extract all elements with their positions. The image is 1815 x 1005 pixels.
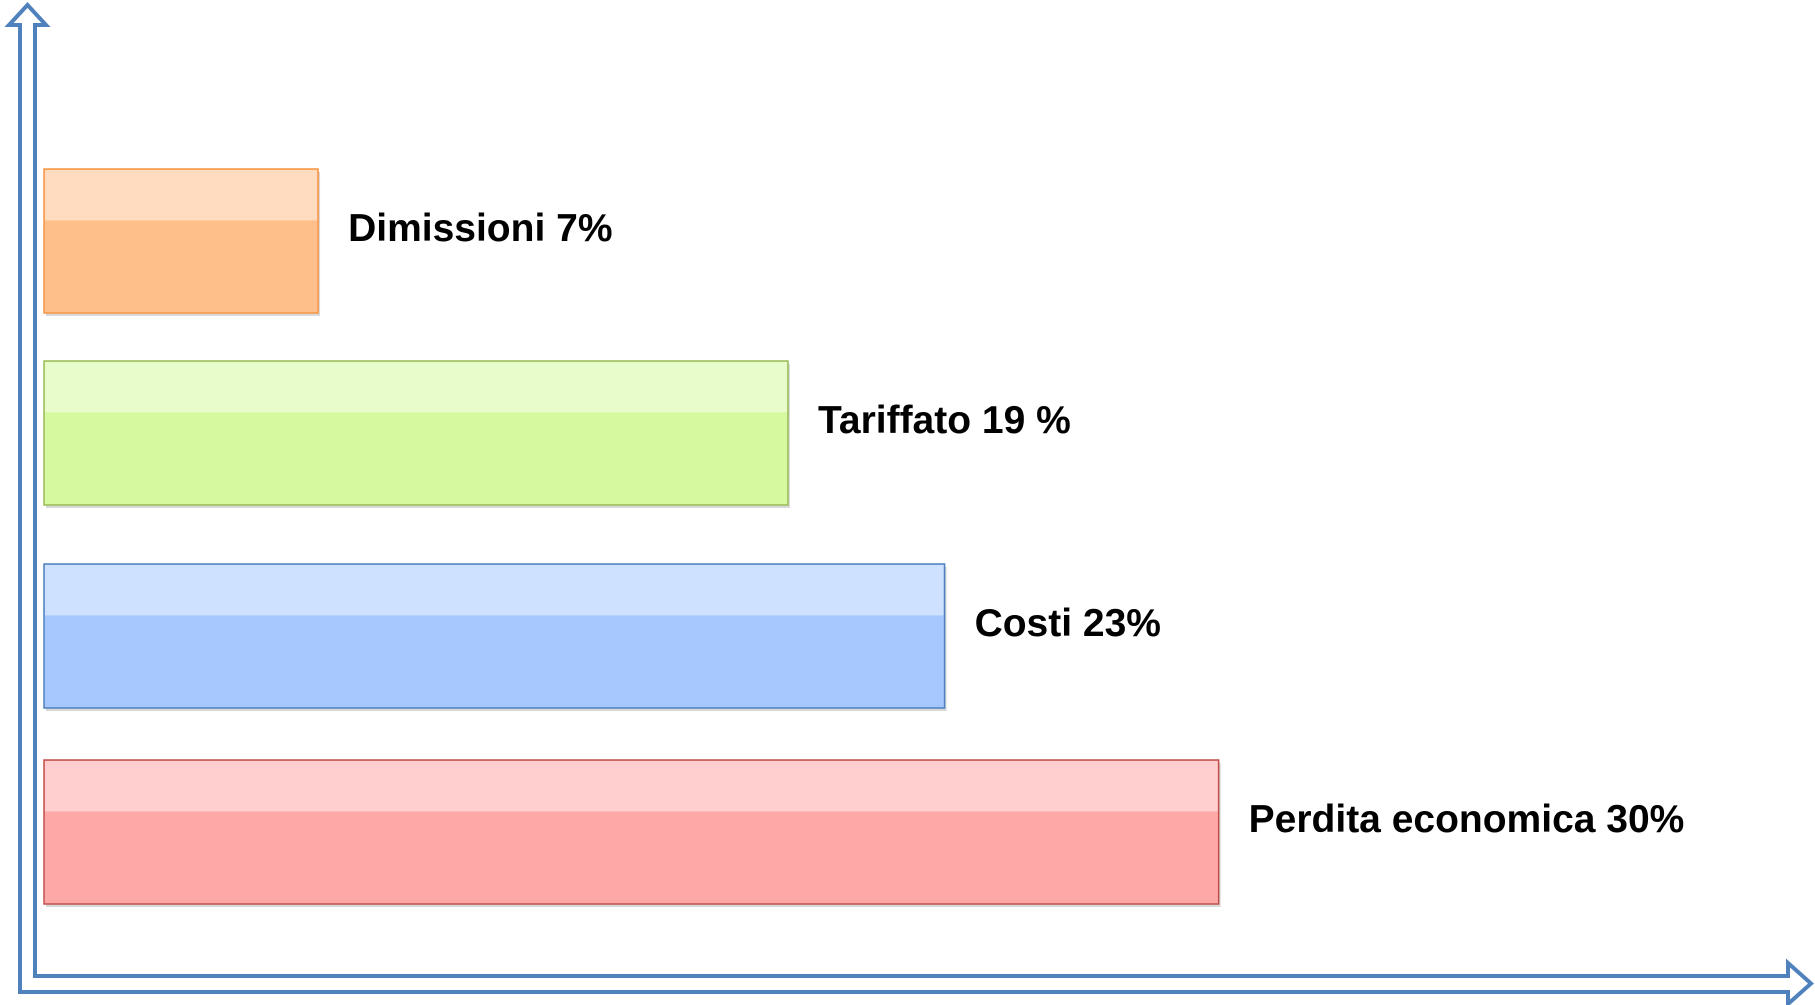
category-label: Dimissioni	[348, 207, 545, 250]
bar-highlight	[45, 565, 944, 616]
bar	[43, 759, 1220, 905]
bar-highlight	[45, 761, 1218, 812]
bar-highlight	[45, 362, 787, 413]
category-label: Perdita economica	[1249, 798, 1596, 841]
bar-highlight	[45, 170, 318, 221]
bar-label: Costi 23%	[975, 602, 1161, 645]
axes	[4, 2, 1815, 1005]
value-label: 23%	[1083, 602, 1161, 645]
category-label: Costi	[975, 602, 1073, 645]
value-label: 19 %	[982, 399, 1071, 442]
bar	[43, 360, 789, 506]
bar	[43, 168, 319, 314]
bar-label: Perdita economica 30%	[1249, 798, 1685, 841]
bar-label: Tariffato 19 %	[818, 399, 1071, 442]
value-label: 30%	[1606, 798, 1684, 841]
bar-label: Dimissioni 7%	[348, 207, 612, 250]
bar	[43, 563, 946, 709]
category-label: Tariffato	[818, 399, 971, 442]
value-label: 7%	[556, 207, 612, 250]
